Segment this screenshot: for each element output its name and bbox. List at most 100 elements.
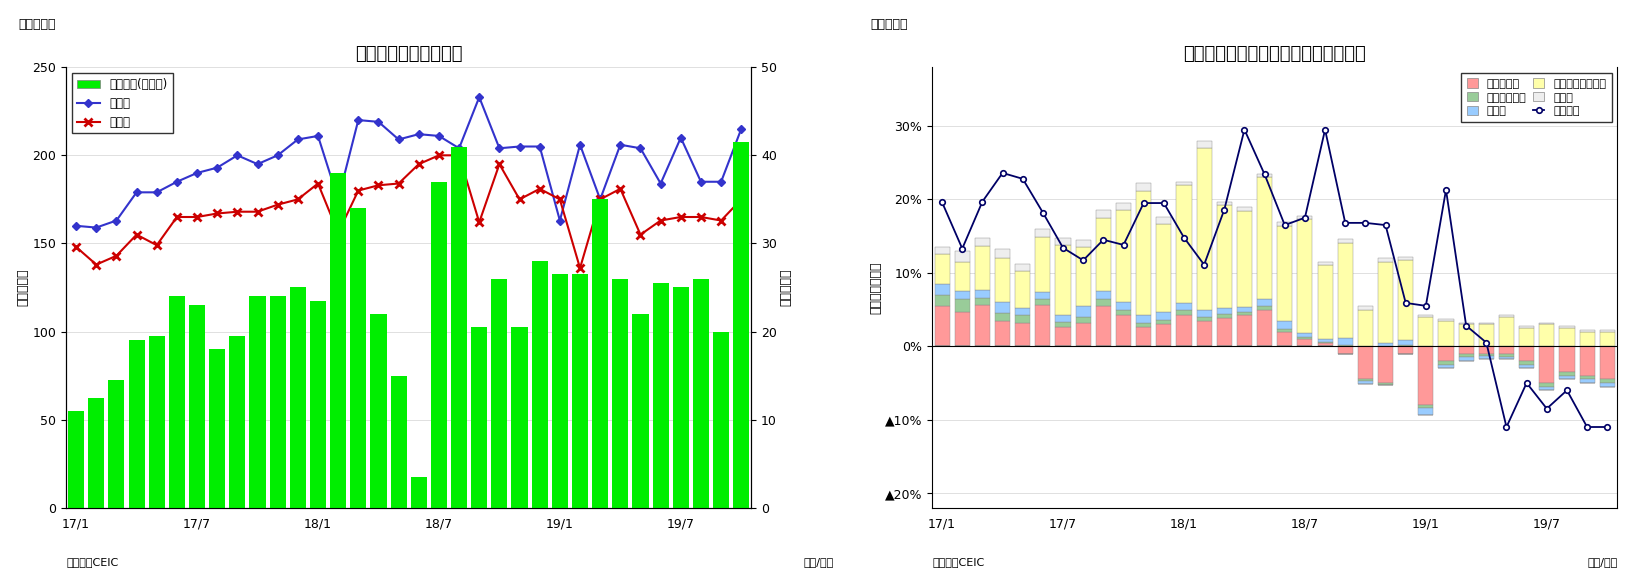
Bar: [1438, 361, 1454, 364]
Bar: [1317, 342, 1333, 343]
Bar: [1399, 340, 1413, 346]
Bar: [1257, 306, 1273, 309]
Bar: [1257, 298, 1273, 306]
Bar: [1237, 208, 1252, 211]
Bar: [371, 314, 387, 508]
Bar: [1559, 372, 1575, 376]
Bar: [1116, 211, 1131, 302]
Bar: [531, 261, 547, 508]
Bar: [1539, 324, 1554, 346]
Bar: [1075, 317, 1092, 323]
Legend: 買易収支(右目盛), 輸出額, 輸入額: 買易収支(右目盛), 輸出額, 輸入額: [72, 73, 173, 133]
Bar: [1418, 315, 1433, 317]
Bar: [935, 254, 949, 284]
Bar: [1317, 266, 1333, 339]
Bar: [1539, 387, 1554, 390]
Bar: [1157, 320, 1172, 324]
Bar: [1559, 346, 1575, 372]
Bar: [1056, 245, 1070, 315]
Bar: [954, 312, 971, 346]
Bar: [954, 291, 971, 298]
Bar: [1075, 323, 1092, 346]
Bar: [975, 298, 990, 305]
Bar: [1136, 315, 1152, 323]
Bar: [1438, 319, 1454, 321]
Bar: [1176, 310, 1191, 315]
Bar: [1075, 240, 1092, 247]
Bar: [1176, 303, 1191, 310]
Y-axis label: （前年同月比）: （前年同月比）: [869, 261, 882, 314]
Bar: [1559, 328, 1575, 346]
Bar: [1338, 346, 1353, 353]
Bar: [1559, 326, 1575, 328]
Bar: [1580, 376, 1595, 379]
Bar: [1399, 260, 1413, 340]
Bar: [1317, 339, 1333, 342]
Bar: [1217, 318, 1232, 346]
Bar: [1317, 262, 1333, 266]
Bar: [1036, 237, 1051, 292]
Bar: [1015, 308, 1031, 315]
Bar: [250, 296, 266, 508]
Bar: [1498, 315, 1515, 317]
Bar: [1600, 383, 1614, 387]
Bar: [1438, 321, 1454, 346]
Bar: [1237, 211, 1252, 307]
Text: （資料）CEIC: （資料）CEIC: [65, 557, 118, 567]
Bar: [69, 411, 85, 508]
Title: マレーシア　輸出の伸び率（品目別）: マレーシア 輸出の伸び率（品目別）: [1183, 45, 1366, 63]
Bar: [995, 321, 1010, 346]
Bar: [1418, 317, 1433, 346]
Bar: [471, 327, 487, 508]
Bar: [1377, 262, 1394, 343]
Bar: [995, 313, 1010, 321]
Bar: [975, 305, 990, 346]
Bar: [1479, 323, 1493, 324]
Bar: [1580, 346, 1595, 376]
Bar: [1015, 271, 1031, 308]
Bar: [1580, 330, 1595, 332]
Text: （年/月）: （年/月）: [804, 557, 833, 567]
Bar: [1157, 217, 1172, 224]
Bar: [168, 296, 185, 508]
Bar: [1539, 323, 1554, 324]
Bar: [1176, 315, 1191, 346]
Bar: [1297, 219, 1312, 333]
Bar: [270, 296, 286, 508]
Bar: [1237, 307, 1252, 312]
Bar: [975, 246, 990, 290]
Bar: [1438, 346, 1454, 361]
Bar: [1600, 330, 1614, 332]
Bar: [1297, 339, 1312, 346]
Bar: [1358, 381, 1373, 384]
Bar: [935, 247, 949, 254]
Bar: [1075, 306, 1092, 317]
Bar: [1377, 343, 1394, 346]
Bar: [1377, 346, 1394, 383]
Bar: [1580, 332, 1595, 346]
Bar: [1237, 315, 1252, 346]
Bar: [1157, 224, 1172, 312]
Bar: [1520, 364, 1534, 369]
Bar: [492, 278, 508, 508]
Bar: [1278, 332, 1292, 346]
Bar: [995, 302, 1010, 313]
Bar: [1196, 148, 1212, 309]
Bar: [88, 398, 105, 508]
Bar: [1377, 258, 1394, 262]
Bar: [1278, 329, 1292, 332]
Bar: [1479, 324, 1493, 346]
Bar: [1096, 291, 1111, 298]
Bar: [1399, 257, 1413, 260]
Bar: [1096, 298, 1111, 306]
Bar: [954, 251, 971, 262]
Bar: [572, 274, 588, 508]
Bar: [1237, 312, 1252, 315]
Bar: [1498, 346, 1515, 353]
Bar: [1459, 346, 1474, 353]
Bar: [1015, 323, 1031, 346]
Bar: [1116, 302, 1131, 309]
Bar: [149, 336, 165, 508]
Bar: [1196, 309, 1212, 317]
Bar: [1217, 308, 1232, 314]
